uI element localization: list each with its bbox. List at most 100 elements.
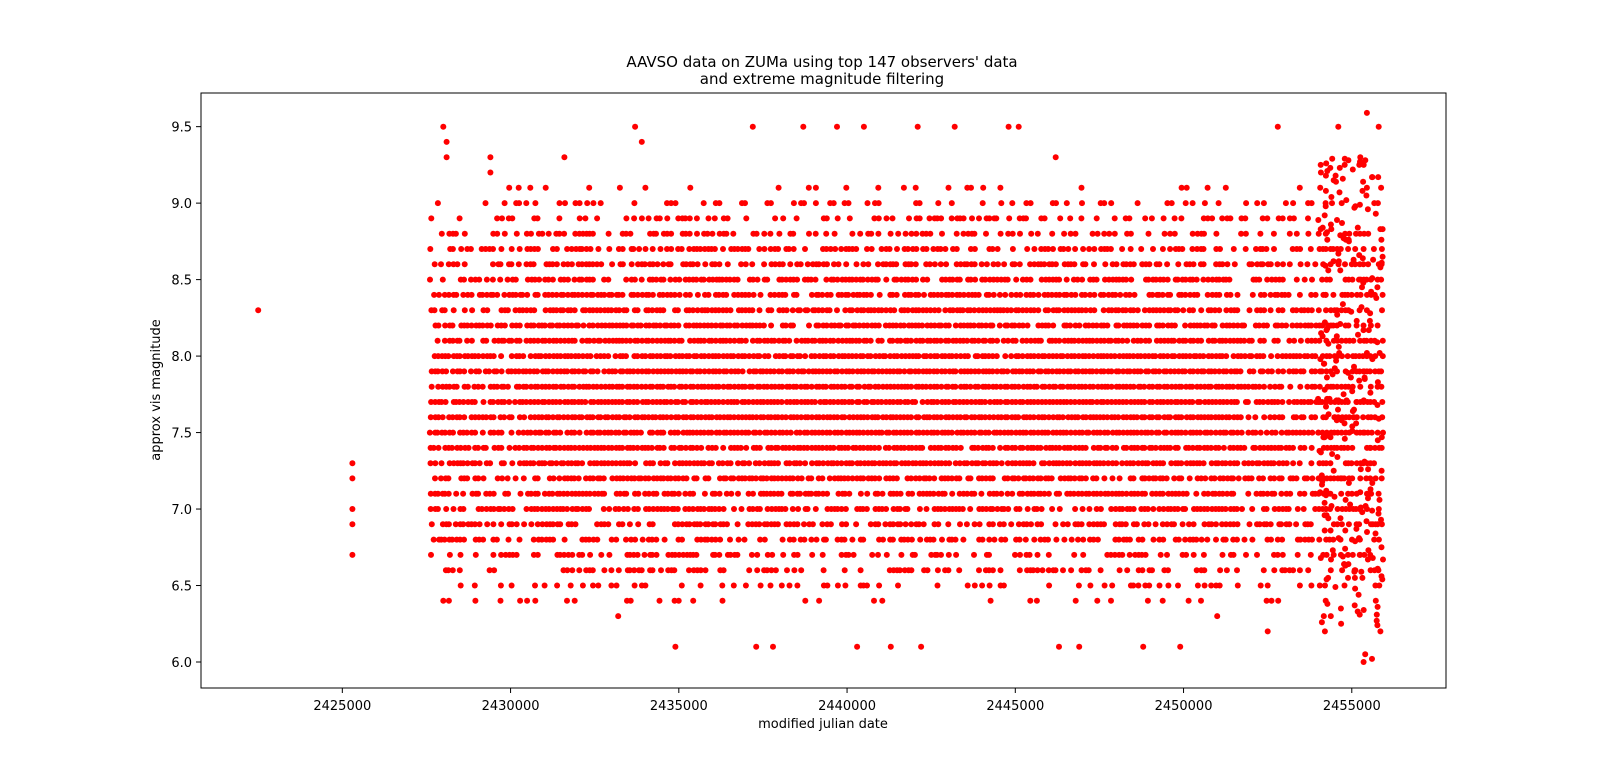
data-point — [1360, 322, 1367, 329]
data-point — [445, 261, 452, 268]
data-point — [453, 490, 460, 497]
data-point — [528, 521, 535, 528]
data-point — [1078, 521, 1085, 528]
data-point — [1274, 399, 1281, 405]
data-point — [468, 291, 475, 298]
data-point — [1161, 230, 1168, 237]
data-point — [508, 337, 515, 344]
data-point — [823, 246, 830, 252]
data-point — [534, 246, 541, 252]
data-point — [689, 261, 696, 268]
data-point — [902, 521, 909, 528]
data-point — [789, 490, 796, 497]
data-point — [868, 429, 875, 436]
data-point — [1234, 521, 1241, 528]
data-point — [827, 291, 834, 298]
data-point — [808, 291, 815, 298]
data-point — [864, 276, 871, 283]
data-point — [1353, 399, 1360, 405]
data-point — [1094, 230, 1101, 237]
data-point — [1105, 460, 1112, 467]
data-point — [471, 582, 478, 589]
data-point — [454, 261, 461, 268]
data-point — [1326, 353, 1333, 360]
data-point — [974, 353, 981, 360]
data-point — [960, 215, 967, 222]
data-point — [797, 307, 803, 314]
data-point — [1067, 322, 1074, 329]
data-point — [784, 567, 790, 574]
data-point — [445, 475, 452, 482]
data-point — [690, 506, 696, 512]
data-point — [1346, 230, 1353, 237]
data-point — [427, 506, 434, 512]
data-point — [745, 291, 752, 298]
data-point — [905, 276, 912, 283]
data-point — [524, 597, 531, 604]
data-point — [472, 597, 479, 604]
data-point — [865, 261, 872, 268]
data-point — [994, 337, 1001, 344]
data-point — [524, 291, 531, 298]
data-point — [1365, 230, 1372, 237]
data-point — [631, 276, 638, 283]
data-point — [530, 444, 537, 451]
data-point — [553, 307, 560, 314]
data-point — [549, 276, 556, 283]
data-point — [801, 536, 808, 543]
data-point — [952, 322, 959, 329]
data-point — [1189, 383, 1196, 390]
data-point — [734, 551, 741, 558]
data-point — [809, 414, 815, 421]
data-point — [937, 261, 944, 268]
data-point — [626, 460, 633, 467]
data-point — [571, 337, 578, 344]
data-point — [1338, 490, 1345, 497]
data-point — [1216, 307, 1223, 314]
data-point — [912, 184, 919, 191]
data-point — [1015, 414, 1022, 421]
data-point — [645, 399, 652, 405]
data-point — [479, 322, 486, 329]
data-point — [635, 490, 642, 497]
data-point — [1097, 429, 1104, 436]
data-point — [1367, 486, 1374, 493]
data-point — [690, 383, 697, 390]
data-point — [1246, 307, 1253, 314]
data-point — [597, 200, 604, 207]
data-point — [441, 291, 448, 298]
data-point — [823, 230, 830, 237]
data-point — [741, 460, 748, 467]
data-point — [1296, 291, 1303, 298]
data-point — [938, 291, 945, 298]
data-point — [1126, 368, 1133, 375]
data-point — [560, 383, 567, 390]
data-point — [660, 291, 666, 298]
data-point — [653, 490, 660, 497]
data-point — [1348, 490, 1355, 497]
data-point — [1139, 536, 1146, 543]
data-points — [255, 109, 1386, 665]
data-point — [1189, 444, 1196, 451]
data-point — [464, 475, 471, 482]
data-point — [1264, 322, 1270, 329]
data-point — [923, 230, 930, 237]
data-point — [827, 246, 834, 252]
data-point — [1338, 200, 1345, 207]
data-point — [434, 200, 441, 207]
data-point — [841, 383, 848, 390]
data-point — [1293, 230, 1300, 237]
data-point — [1208, 521, 1215, 528]
data-point — [1056, 490, 1063, 497]
data-point — [1283, 460, 1290, 467]
data-point — [637, 322, 644, 329]
data-point — [857, 567, 864, 574]
data-point — [1259, 261, 1266, 268]
data-point — [1363, 184, 1370, 191]
data-point — [1008, 291, 1015, 298]
data-point — [727, 460, 734, 467]
data-point — [1219, 215, 1226, 222]
data-point — [1336, 189, 1343, 196]
data-point — [963, 414, 970, 421]
data-point — [468, 337, 475, 344]
